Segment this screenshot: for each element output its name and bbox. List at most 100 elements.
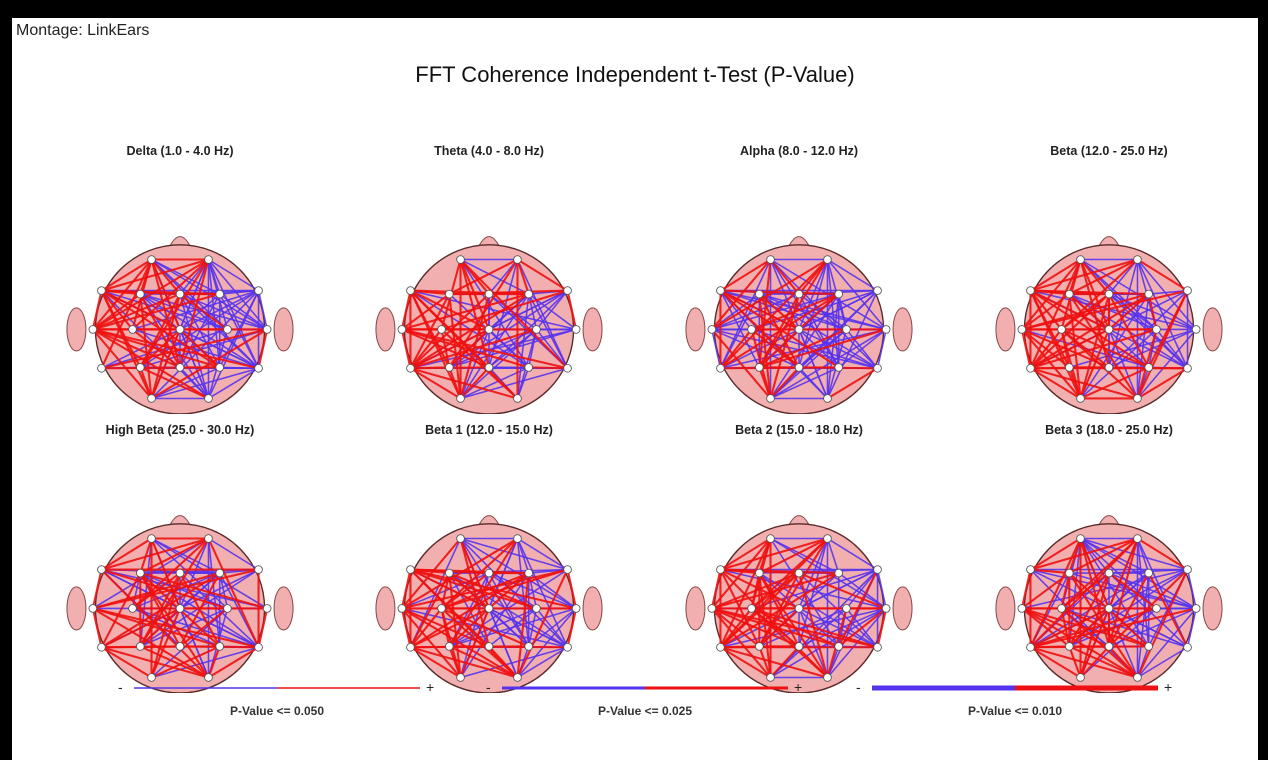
positive-coherence-line (751, 293, 840, 331)
electrode-marker (484, 363, 494, 372)
positive-coherence-line (139, 537, 209, 574)
positive-coherence-line (719, 646, 772, 679)
positive-coherence-line (92, 607, 210, 679)
electrode-marker (262, 604, 272, 613)
electrode-marker (175, 289, 185, 299)
negative-coherence-line (876, 329, 887, 369)
negative-coherence-line (770, 328, 887, 400)
electrode-marker (397, 604, 407, 613)
electrode-marker (97, 565, 106, 574)
electrodes (397, 255, 581, 403)
negative-coherence-line (1108, 572, 1197, 610)
electrode-marker (1144, 642, 1154, 651)
electrode-marker (175, 568, 185, 578)
electrode-marker (1152, 604, 1161, 613)
positive-coherence-line (441, 568, 568, 610)
right-ear-shape (582, 307, 603, 352)
positive-coherence-line (410, 568, 577, 610)
positive-coherence-line (92, 293, 141, 331)
negative-coherence-line (179, 608, 210, 678)
positive-coherence-line (131, 328, 181, 369)
negative-coherence-line (179, 329, 210, 399)
negative-coherence-line (208, 258, 259, 292)
electrode-marker (563, 363, 572, 373)
positive-coherence-line (1061, 328, 1150, 369)
positive-coherence-line (1068, 537, 1138, 574)
electrode-marker (135, 363, 145, 372)
positive-coherence-line (441, 572, 530, 610)
negative-coherence-line (179, 293, 221, 331)
electrode-marker (716, 363, 725, 373)
legend-label: P-Value <= 0.050 (229, 704, 325, 718)
electrode-marker (563, 642, 572, 652)
positive-coherence-line (441, 607, 530, 648)
head-diagram (995, 236, 1223, 414)
electrode-marker (823, 534, 832, 543)
negative-coherence-line (1155, 328, 1189, 369)
electrode-marker (406, 565, 415, 574)
electrode-marker (1104, 642, 1114, 651)
positive-coherence-line (826, 367, 879, 400)
electrode-marker (1057, 604, 1066, 613)
negative-coherence-line (826, 259, 887, 330)
negative-coherence-line (527, 608, 538, 647)
left-ear-shape (375, 586, 396, 631)
positive-coherence-line (401, 293, 529, 331)
negative-coherence-line (798, 607, 887, 648)
negative-coherence-line (460, 367, 568, 400)
positive-coherence-line (1068, 646, 1082, 678)
electrodes (88, 255, 272, 403)
positive-coherence-line (440, 572, 490, 610)
positive-coherence-line (758, 367, 772, 399)
right-ear-shape (582, 586, 603, 631)
negative-coherence-line (516, 607, 577, 678)
positive-coherence-line (449, 645, 568, 649)
positive-coherence-line (92, 293, 220, 331)
positive-coherence-line (750, 607, 829, 679)
electrode-marker (842, 325, 851, 334)
positive-coherence-line (409, 293, 490, 370)
positive-coherence-line (1079, 538, 1110, 609)
negative-coherence-line (758, 572, 878, 648)
negative-coherence-line (798, 329, 829, 399)
positive-coherence-line (401, 607, 462, 679)
positive-coherence-line (150, 258, 181, 295)
electrode-marker (215, 363, 225, 372)
electrode-marker (1064, 568, 1074, 578)
positive-coherence-line (440, 328, 519, 400)
positive-coherence-line (1079, 572, 1110, 678)
positive-coherence-line (409, 328, 443, 369)
positive-coherence-line (150, 259, 181, 330)
positive-coherence-line (1030, 367, 1138, 400)
positive-coherence-line (401, 328, 568, 370)
electrode-marker (437, 325, 446, 334)
electrode-marker (1144, 363, 1154, 372)
negative-coherence-line (527, 293, 538, 330)
electrode-marker (397, 325, 407, 334)
right-ear-shape (892, 586, 913, 631)
legend-plus-sign: + (1164, 682, 1172, 695)
negative-coherence-line (1069, 293, 1157, 331)
positive-coherence-line (150, 329, 181, 399)
positive-coherence-line (449, 289, 568, 296)
electrode-marker (254, 363, 263, 373)
electrode-marker (747, 325, 756, 334)
electrode-marker (484, 604, 494, 613)
electrode-marker (1064, 363, 1074, 372)
negative-coherence-line (798, 366, 829, 399)
electrode-marker (1076, 673, 1085, 682)
report-title: FFT Coherence Independent t-Test (P-Valu… (415, 62, 855, 87)
positive-coherence-line (516, 572, 530, 678)
electrode-marker (1076, 394, 1085, 403)
positive-coherence-line (1079, 645, 1110, 679)
positive-coherence-line (516, 259, 530, 295)
negative-coherence-line (1030, 568, 1197, 610)
left-ear-shape (66, 586, 87, 631)
positive-coherence-line (139, 366, 209, 400)
negative-coherence-line (770, 366, 840, 400)
positive-coherence-line (528, 366, 568, 370)
positive-coherence-line (1136, 537, 1189, 571)
positive-coherence-line (409, 607, 443, 648)
electrode-marker (175, 363, 185, 372)
electrode-marker (1026, 363, 1035, 373)
